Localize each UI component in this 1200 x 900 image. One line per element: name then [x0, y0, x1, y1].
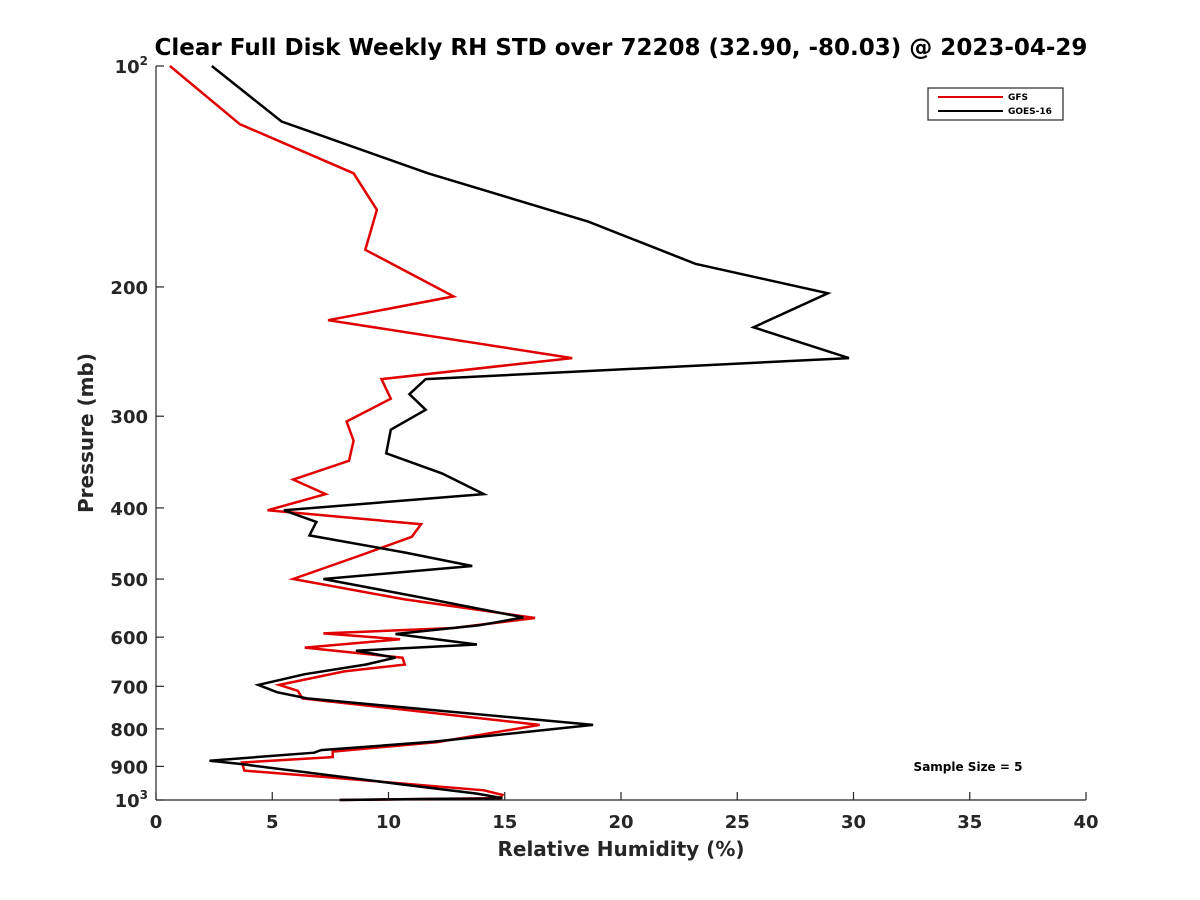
x-axis-label: Relative Humidity (%)	[497, 837, 744, 861]
legend-label-gfs: GFS	[1008, 93, 1028, 103]
plot-area: 0 5 10 15 20 25 30 35 40 10220030040050060070080…	[110, 54, 1098, 833]
series-line-gfs	[169, 65, 573, 802]
y-tick-label: 600	[110, 628, 148, 649]
legend-label-goes-16: GOES-16	[1008, 107, 1052, 117]
y-tick-label: 700	[110, 677, 148, 698]
x-tick-label: 5	[266, 812, 279, 833]
y-tick-label: 500	[110, 570, 148, 591]
chart-title: Clear Full Disk Weekly RH STD over 72208…	[155, 35, 1088, 61]
y-tick-label: 103	[115, 788, 148, 812]
y-tick-label: 900	[110, 757, 148, 778]
y-tick-label: 300	[110, 407, 148, 428]
y-tick-base: 10	[115, 57, 140, 78]
series-line-goes-16	[209, 65, 850, 802]
x-ticks: 0 5 10 15 20 25 30 35 40	[150, 792, 1099, 833]
legend: GFS GOES-16	[927, 87, 1064, 121]
y-tick-label: 400	[110, 499, 148, 520]
y-tick-exponent: 2	[140, 54, 148, 68]
x-tick-label: 20	[608, 812, 633, 833]
y-tick-label: 102	[115, 54, 148, 78]
y-tick-label: 200	[110, 278, 148, 299]
x-tick-label: 25	[725, 812, 750, 833]
y-tick-exponent: 3	[140, 788, 148, 802]
x-tick-label: 30	[841, 812, 866, 833]
sample-size-annotation: Sample Size = 5	[914, 760, 1023, 774]
y-tick-label: 800	[110, 720, 148, 741]
legend-box	[927, 87, 1064, 121]
x-tick-label: 10	[376, 812, 401, 833]
series-layer	[169, 65, 850, 802]
x-tick-label: 0	[150, 812, 163, 833]
y-tick-base: 10	[115, 791, 140, 812]
x-tick-label: 35	[957, 812, 982, 833]
x-tick-label: 15	[492, 812, 517, 833]
x-tick-label: 40	[1073, 812, 1098, 833]
y-axis-label: Pressure (mb)	[74, 353, 98, 513]
